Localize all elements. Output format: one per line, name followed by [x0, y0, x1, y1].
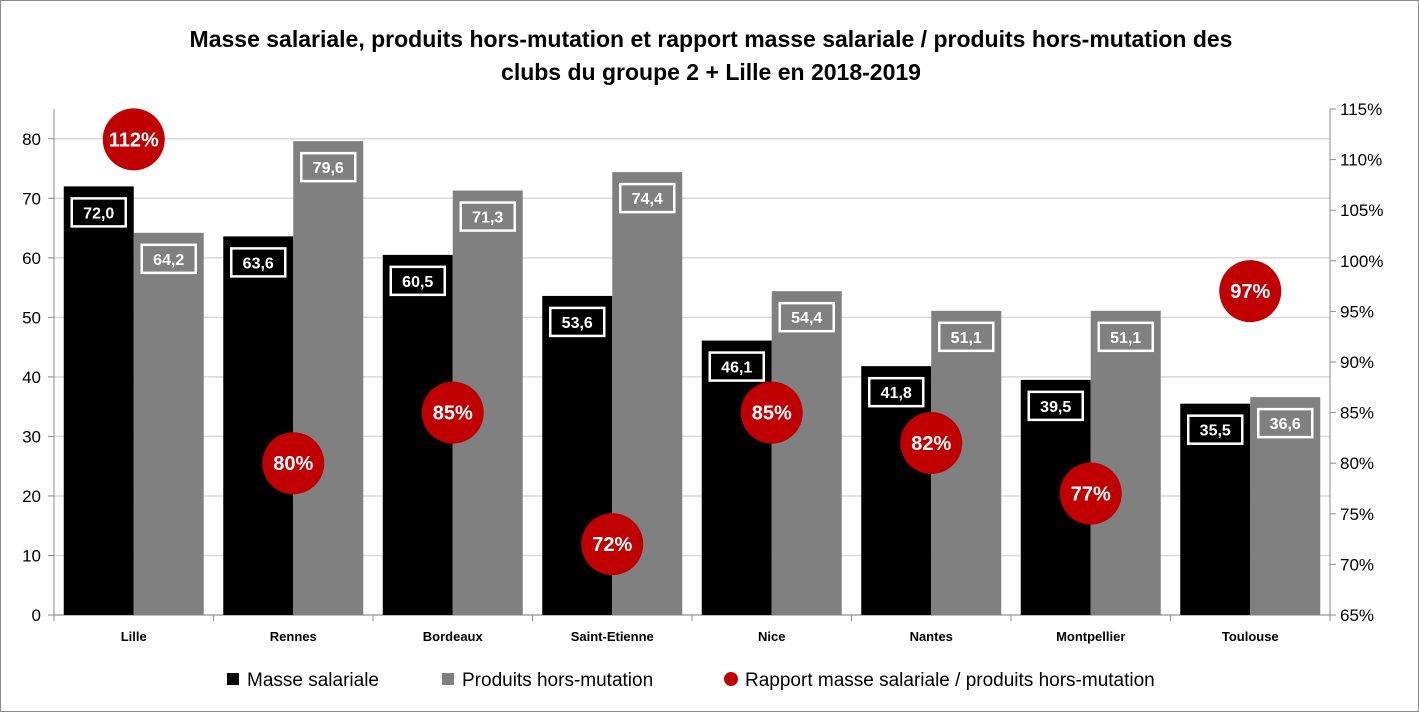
- legend-produits-hors-mutation-label: Produits hors-mutation: [462, 670, 653, 691]
- bar-masse-salariale: [223, 236, 294, 615]
- data-label: 35,5: [1200, 423, 1231, 440]
- data-label-box: [1097, 321, 1154, 353]
- category-label: Bordeaux: [423, 629, 484, 644]
- ratio-marker: [102, 108, 165, 171]
- data-label-box: [868, 376, 925, 408]
- chart-title: Masse salariale, produits hors-mutation …: [151, 23, 1271, 89]
- y-right-tick-label: 95%: [1340, 302, 1374, 321]
- y-right-tick-label: 65%: [1340, 606, 1374, 625]
- data-label-box: [938, 321, 995, 353]
- y-right-tick-label: 80%: [1340, 454, 1374, 473]
- category-label: Toulouse: [1222, 629, 1279, 644]
- category-label: Lille: [121, 629, 147, 644]
- data-label: 71,3: [472, 210, 503, 227]
- ratio-marker: [1219, 260, 1282, 323]
- data-label-box: [1027, 390, 1084, 422]
- y-right-tick-label: 70%: [1340, 555, 1374, 574]
- y-left-tick-label: 60: [22, 249, 41, 268]
- chart-title-line-1: Masse salariale, produits hors-mutation …: [189, 26, 1233, 52]
- data-label-box: [230, 247, 287, 278]
- ratio-label: 85%: [752, 403, 792, 425]
- bar-masse-salariale: [1180, 403, 1251, 615]
- legend-masse-salariale-swatch: [227, 673, 239, 685]
- bar-produits-hors-mutation: [133, 232, 204, 616]
- ratio-marker: [421, 381, 484, 444]
- data-label-box: [549, 306, 606, 338]
- data-label: 53,6: [562, 315, 593, 332]
- data-label: 36,6: [1270, 416, 1301, 433]
- y-right-tick-label: 90%: [1340, 353, 1374, 372]
- ratio-marker: [900, 411, 963, 474]
- legend-produits-hors-mutation-swatch: [442, 673, 454, 685]
- legend-rapport-swatch: [724, 672, 738, 686]
- data-label-box: [70, 197, 127, 228]
- category-label: Rennes: [270, 629, 317, 644]
- y-left-tick-label: 0: [32, 606, 41, 625]
- data-label: 60,5: [402, 274, 433, 291]
- data-label: 41,8: [881, 385, 912, 402]
- data-label: 54,4: [791, 310, 822, 327]
- data-label-box: [140, 243, 197, 275]
- data-label: 72,0: [83, 205, 114, 222]
- ratio-label: 112%: [109, 129, 159, 151]
- y-right-tick-label: 115%: [1340, 100, 1382, 119]
- data-label: 39,5: [1040, 399, 1071, 416]
- data-label: 64,2: [153, 252, 184, 269]
- data-label: 74,4: [632, 191, 663, 208]
- ratio-label: 82%: [911, 433, 951, 455]
- data-label-box: [619, 182, 676, 214]
- category-label: Nice: [758, 629, 785, 644]
- bar-produits-hors-mutation: [1250, 397, 1321, 615]
- ratio-marker: [262, 432, 325, 495]
- ratio-label: 80%: [273, 453, 313, 475]
- ratio-marker: [740, 381, 803, 444]
- bar-masse-salariale: [63, 186, 134, 615]
- chart-title-line-2: clubs du groupe 2 + Lille en 2018-2019: [501, 59, 921, 85]
- data-label: 79,6: [313, 160, 344, 177]
- legend-masse-salariale-label: Masse salariale: [247, 670, 379, 691]
- legend-rapport-label: Rapport masse salariale / produits hors-…: [745, 670, 1155, 691]
- bar-produits-hors-mutation: [1090, 310, 1161, 615]
- bar-produits-hors-mutation: [771, 291, 842, 615]
- y-left-tick-label: 50: [22, 308, 41, 327]
- data-label-box: [708, 351, 765, 382]
- data-label: 51,1: [1110, 330, 1141, 347]
- data-label-box: [389, 265, 446, 297]
- ratio-marker: [581, 513, 644, 576]
- y-left-tick-label: 30: [22, 427, 41, 446]
- ratio-marker: [1059, 462, 1122, 525]
- y-right-tick-label: 105%: [1340, 201, 1383, 220]
- data-label: 51,1: [951, 330, 982, 347]
- ratio-label: 72%: [592, 534, 632, 556]
- y-left-tick-label: 10: [22, 546, 41, 565]
- data-label-box: [459, 201, 516, 232]
- data-label: 63,6: [243, 255, 274, 272]
- ratio-label: 85%: [433, 403, 473, 425]
- y-left-tick-label: 40: [22, 368, 41, 387]
- y-right-tick-label: 85%: [1340, 404, 1374, 423]
- bar-masse-salariale: [861, 366, 932, 615]
- y-right-tick-label: 75%: [1340, 505, 1374, 524]
- y-left-tick-label: 20: [22, 487, 41, 506]
- data-label-box: [778, 301, 835, 333]
- data-label-box: [1187, 414, 1244, 445]
- category-label: Saint-Etienne: [571, 629, 654, 644]
- data-label-box: [300, 151, 357, 183]
- data-label-box: [1257, 407, 1314, 439]
- ratio-label: 77%: [1071, 484, 1111, 506]
- data-label: 46,1: [721, 360, 752, 377]
- category-label: Nantes: [910, 629, 953, 644]
- y-right-tick-label: 110%: [1340, 151, 1382, 170]
- y-right-tick-label: 100%: [1340, 252, 1383, 271]
- category-label: Montpellier: [1056, 629, 1125, 644]
- y-left-tick-label: 80: [22, 130, 41, 149]
- y-left-tick-label: 70: [22, 189, 41, 208]
- bar-produits-hors-mutation: [293, 141, 364, 616]
- ratio-label: 97%: [1230, 281, 1270, 303]
